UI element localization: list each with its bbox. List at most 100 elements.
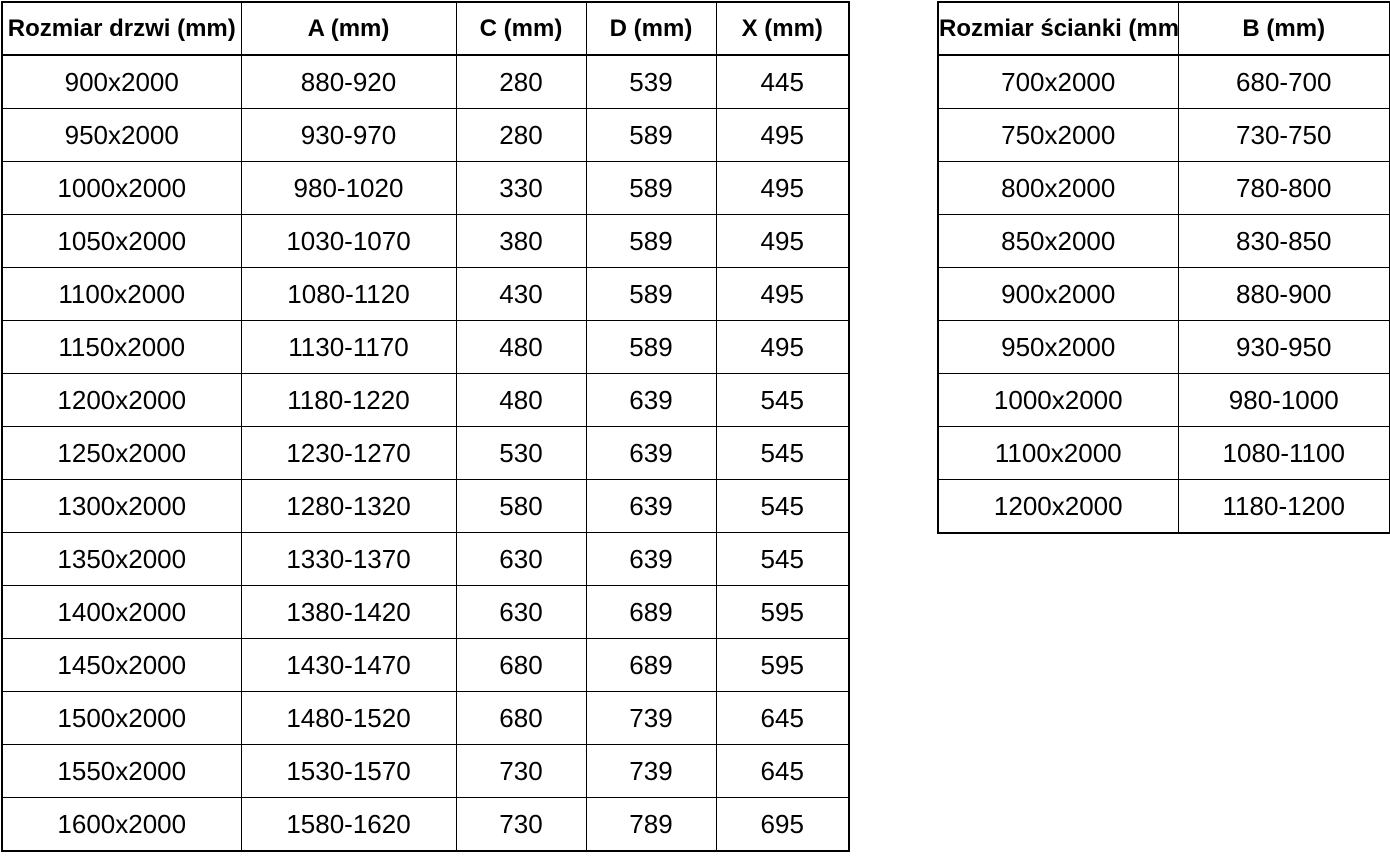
table-cell: 630 [455, 532, 587, 586]
table-cell: 595 [715, 585, 850, 639]
table-row: 1050x2000 1030-1070 380 589 495 [1, 214, 850, 268]
table-cell: 750x2000 [937, 108, 1179, 162]
table-cell: 900x2000 [937, 267, 1179, 321]
column-header: A (mm) [240, 1, 457, 56]
table-row: 1150x2000 1130-1170 480 589 495 [1, 320, 850, 374]
table-cell: 1380-1420 [240, 585, 457, 639]
table-cell: 695 [715, 797, 850, 852]
header-row: Rozmiar ścianki (mm) B (mm) [937, 1, 1390, 56]
table-row: 1450x2000 1430-1470 680 689 595 [1, 638, 850, 692]
table-row: 1350x2000 1330-1370 630 639 545 [1, 532, 850, 586]
table-cell: 1180-1200 [1177, 479, 1390, 534]
table-cell: 930-950 [1177, 320, 1390, 374]
door-size-table: Rozmiar drzwi (mm) A (mm) C (mm) D (mm) X (m… [1, 1, 850, 852]
table-row: 850x2000 830-850 [937, 214, 1390, 268]
table-cell: 545 [715, 373, 850, 427]
column-header: X (mm) [715, 1, 850, 56]
table-row: 950x2000 930-950 [937, 320, 1390, 374]
table-cell: 1350x2000 [1, 532, 242, 586]
table-cell: 730-750 [1177, 108, 1390, 162]
table-cell: 530 [455, 426, 587, 480]
table-cell: 880-920 [240, 54, 457, 109]
table-cell: 1030-1070 [240, 214, 457, 268]
table-cell: 545 [715, 532, 850, 586]
table-cell: 495 [715, 320, 850, 374]
table-cell: 1480-1520 [240, 691, 457, 745]
column-header: C (mm) [455, 1, 587, 56]
table-cell: 280 [455, 54, 587, 109]
table-cell: 780-800 [1177, 161, 1390, 215]
table-cell: 445 [715, 54, 850, 109]
table-cell: 495 [715, 267, 850, 321]
table-cell: 595 [715, 638, 850, 692]
table-cell: 980-1000 [1177, 373, 1390, 427]
table-cell: 589 [585, 267, 717, 321]
table-cell: 545 [715, 426, 850, 480]
table-row: 700x2000 680-700 [937, 54, 1390, 109]
table-cell: 1300x2000 [1, 479, 242, 533]
table-cell: 589 [585, 108, 717, 162]
table-cell: 1430-1470 [240, 638, 457, 692]
table-cell: 739 [585, 691, 717, 745]
table-cell: 1180-1220 [240, 373, 457, 427]
table-cell: 589 [585, 214, 717, 268]
table-cell: 539 [585, 54, 717, 109]
table-cell: 330 [455, 161, 587, 215]
table-cell: 980-1020 [240, 161, 457, 215]
table-cell: 1200x2000 [937, 479, 1179, 534]
table-row: 1550x2000 1530-1570 730 739 645 [1, 744, 850, 798]
table-cell: 800x2000 [937, 161, 1179, 215]
table-cell: 689 [585, 585, 717, 639]
table-cell: 1550x2000 [1, 744, 242, 798]
table-cell: 639 [585, 426, 717, 480]
table-cell: 430 [455, 267, 587, 321]
table-row: 900x2000 880-920 280 539 445 [1, 54, 850, 109]
table-cell: 1080-1100 [1177, 426, 1390, 480]
table-cell: 545 [715, 479, 850, 533]
column-header: D (mm) [585, 1, 717, 56]
table-cell: 1580-1620 [240, 797, 457, 852]
wall-size-table: Rozmiar ścianki (mm) B (mm) 700x2000 680-7… [937, 1, 1390, 534]
table-cell: 1000x2000 [1, 161, 242, 215]
table-row: 1100x2000 1080-1120 430 589 495 [1, 267, 850, 321]
table-cell: 1100x2000 [1, 267, 242, 321]
table-row: 1250x2000 1230-1270 530 639 545 [1, 426, 850, 480]
column-header: Rozmiar ścianki (mm) [937, 1, 1179, 56]
table-cell: 850x2000 [937, 214, 1179, 268]
table-cell: 680-700 [1177, 54, 1390, 109]
table-cell: 730 [455, 797, 587, 852]
table-cell: 1050x2000 [1, 214, 242, 268]
table-cell: 280 [455, 108, 587, 162]
table-cell: 950x2000 [1, 108, 242, 162]
table-row: 900x2000 880-900 [937, 267, 1390, 321]
table-cell: 1200x2000 [1, 373, 242, 427]
table-row: 1300x2000 1280-1320 580 639 545 [1, 479, 850, 533]
header-row: Rozmiar drzwi (mm) A (mm) C (mm) D (mm) X (m… [1, 1, 850, 56]
table-cell: 1250x2000 [1, 426, 242, 480]
table-cell: 789 [585, 797, 717, 852]
table-cell: 589 [585, 161, 717, 215]
table-cell: 480 [455, 373, 587, 427]
table-cell: 1080-1120 [240, 267, 457, 321]
table-cell: 1500x2000 [1, 691, 242, 745]
table-row: 800x2000 780-800 [937, 161, 1390, 215]
column-header: B (mm) [1177, 1, 1390, 56]
table-cell: 495 [715, 161, 850, 215]
table-cell: 1100x2000 [937, 426, 1179, 480]
table-cell: 950x2000 [937, 320, 1179, 374]
table-cell: 639 [585, 479, 717, 533]
table-row: 1100x2000 1080-1100 [937, 426, 1390, 480]
table-row: 1400x2000 1380-1420 630 689 595 [1, 585, 850, 639]
table-row: 1200x2000 1180-1220 480 639 545 [1, 373, 850, 427]
table-cell: 1450x2000 [1, 638, 242, 692]
table-row: 950x2000 930-970 280 589 495 [1, 108, 850, 162]
table-cell: 930-970 [240, 108, 457, 162]
table-cell: 639 [585, 532, 717, 586]
table-row: 750x2000 730-750 [937, 108, 1390, 162]
table-cell: 645 [715, 691, 850, 745]
table-cell: 380 [455, 214, 587, 268]
table-cell: 730 [455, 744, 587, 798]
table-cell: 1230-1270 [240, 426, 457, 480]
table-cell: 645 [715, 744, 850, 798]
